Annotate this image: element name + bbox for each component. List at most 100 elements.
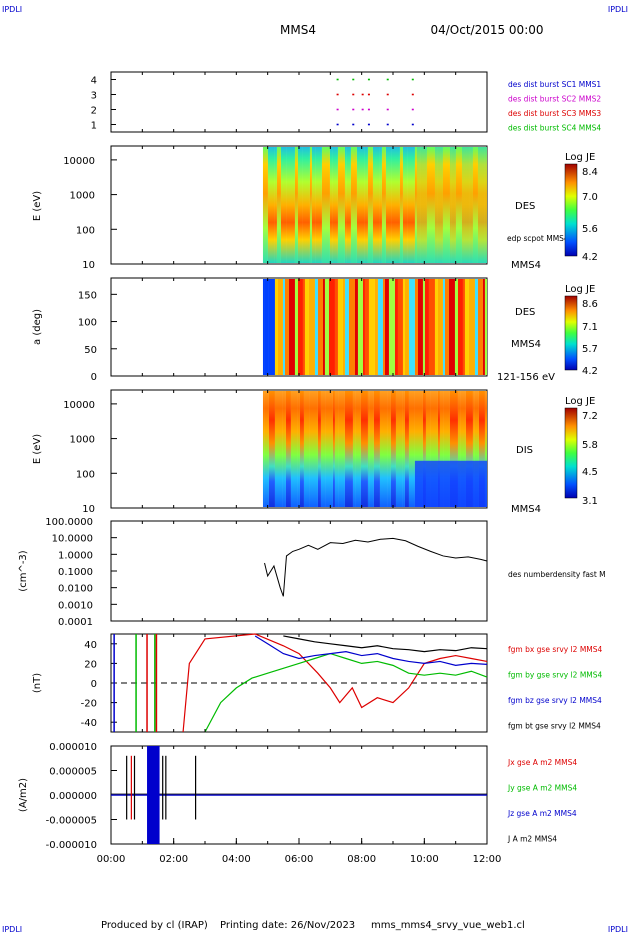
corner-label-bottom-left: IPDLI bbox=[2, 925, 22, 934]
heatmap-column bbox=[468, 279, 475, 375]
dis-energy-label: DIS bbox=[516, 445, 533, 456]
colorbar-tick: 8.4 bbox=[582, 167, 598, 178]
heatmap-column bbox=[286, 147, 295, 263]
heatmap-column bbox=[274, 279, 278, 375]
y-tick-label: 50 bbox=[84, 345, 97, 356]
heatmap-group bbox=[262, 147, 487, 507]
heatmap-column bbox=[422, 391, 426, 507]
x-tick-label: 10:00 bbox=[410, 854, 439, 865]
y-tick-label: 100.0000 bbox=[45, 517, 93, 528]
heatmap-column bbox=[354, 279, 358, 375]
x-tick-label: 00:00 bbox=[97, 854, 126, 865]
heatmap-column bbox=[448, 279, 455, 375]
colorbar-title: Log JE bbox=[565, 284, 595, 295]
y-tick-label: 2 bbox=[91, 106, 97, 117]
colorbar-des-energy: Log JE 8.4 7.0 5.6 4.2 bbox=[564, 152, 598, 263]
ylabel-dis-energy: E (eV) bbox=[32, 434, 43, 464]
heatmap-column bbox=[342, 279, 345, 375]
heatmap-column bbox=[385, 147, 392, 263]
heatmap-column bbox=[334, 279, 338, 375]
heatmap-column bbox=[338, 391, 345, 507]
heatmap-column bbox=[282, 279, 285, 375]
legend-entry: Jz gse A m2 MMS4 bbox=[507, 809, 577, 818]
heatmap-column bbox=[399, 147, 403, 263]
heatmap-column bbox=[402, 147, 408, 263]
heatmap-column bbox=[408, 391, 415, 507]
ylabel-magnetic: (nT) bbox=[32, 673, 43, 693]
colorbar-dis-energy: Log JE 7.2 5.8 4.5 3.1 bbox=[564, 396, 598, 507]
heatmap-column bbox=[337, 279, 343, 375]
heatmap-column bbox=[384, 279, 389, 375]
heatmap-column bbox=[315, 147, 322, 263]
heatmap-column bbox=[414, 391, 423, 507]
colorbar-tick: 4.2 bbox=[582, 252, 598, 263]
heatmap-column bbox=[424, 279, 429, 375]
heatmap-column bbox=[379, 147, 382, 263]
heatmap-column bbox=[268, 279, 275, 375]
legend-entry: fgm by gse srvy l2 MMS4 bbox=[508, 671, 603, 680]
colorbar-title: Log JE bbox=[565, 152, 595, 163]
heatmap-column bbox=[352, 391, 356, 507]
footer-printing-date: Printing date: 26/Nov/2023 bbox=[220, 920, 355, 931]
heatmap-column bbox=[379, 391, 388, 507]
y-tick-label: 100 bbox=[78, 318, 97, 329]
heatmap-column bbox=[277, 279, 283, 375]
heatmap-column bbox=[308, 279, 315, 375]
colorbar-tick: 5.6 bbox=[582, 224, 598, 235]
legend-entry: Jy gse A m2 MMS4 bbox=[507, 784, 577, 793]
heatmap-column bbox=[454, 279, 458, 375]
colorbar-title: Log JE bbox=[565, 396, 595, 407]
heatmap-column bbox=[302, 147, 310, 263]
heatmap-column bbox=[460, 391, 466, 507]
heatmap-column bbox=[474, 391, 479, 507]
heatmap-column bbox=[482, 279, 485, 375]
y-tick-label: 0.0100 bbox=[58, 584, 93, 595]
legend-entry: fgm bx gse srvy l2 MMS4 bbox=[508, 645, 603, 654]
y-tick-label: 100 bbox=[76, 469, 95, 480]
burst-point bbox=[411, 93, 414, 96]
colorbar-tick: 3.1 bbox=[582, 496, 598, 507]
heatmap-column bbox=[334, 391, 339, 507]
y-tick-label: 1000 bbox=[70, 191, 95, 202]
y-tick-label: 150 bbox=[78, 290, 97, 301]
heatmap-column bbox=[344, 391, 353, 507]
page-title: MMS4 bbox=[280, 23, 316, 37]
heatmap-column bbox=[322, 279, 325, 375]
heatmap-column bbox=[437, 391, 440, 507]
heatmap-column bbox=[282, 391, 286, 507]
heatmap-column bbox=[360, 391, 368, 507]
heatmap-column bbox=[337, 147, 345, 263]
heatmap-column bbox=[428, 279, 435, 375]
y-tick-label: 1.0000 bbox=[58, 550, 93, 561]
legend-entry: J A m2 MMS4 bbox=[507, 835, 557, 844]
burst-point bbox=[367, 78, 370, 81]
heatmap-column bbox=[377, 279, 383, 375]
heatmap-column bbox=[302, 279, 305, 375]
colorbar-tick: 8.6 bbox=[582, 299, 598, 310]
heatmap-column bbox=[372, 147, 380, 263]
panel-magnetic-frame bbox=[110, 633, 488, 733]
burst-point bbox=[352, 78, 355, 81]
x-tick-label: 04:00 bbox=[222, 854, 251, 865]
y-tick-label: 0.0001 bbox=[58, 617, 93, 628]
burst-point bbox=[336, 78, 339, 81]
panel-density-frame bbox=[110, 520, 488, 622]
corner-label-top-left: IPDLI bbox=[2, 5, 22, 14]
heatmap-column bbox=[472, 391, 475, 507]
dis-energy-bottom-label: MMS4 bbox=[511, 504, 541, 515]
burst-point bbox=[411, 123, 414, 126]
y-tick-label: 0.000010 bbox=[49, 742, 97, 753]
heatmap-column bbox=[395, 391, 403, 507]
heatmap-column bbox=[362, 279, 365, 375]
heatmap-column bbox=[332, 147, 338, 263]
y-tick-label: 10 bbox=[82, 260, 95, 271]
colorbar-tick: 7.2 bbox=[582, 411, 598, 422]
heatmap-column bbox=[437, 279, 443, 375]
heatmap-column bbox=[402, 279, 405, 375]
heatmap-column bbox=[404, 391, 409, 507]
heatmap-column bbox=[408, 279, 415, 375]
heatmap-column bbox=[267, 147, 275, 263]
burst-point bbox=[352, 108, 355, 111]
y-tick-label: -40 bbox=[81, 718, 97, 729]
